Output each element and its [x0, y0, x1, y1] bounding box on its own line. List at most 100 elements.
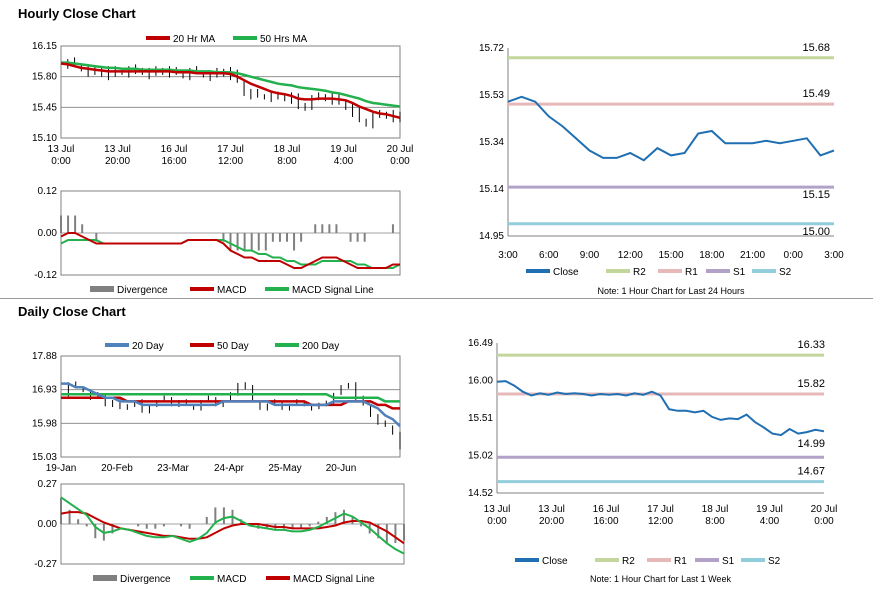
legend-hourly-macd-label: MACD [217, 285, 246, 296]
daily-price-ytick: 16.93 [32, 385, 57, 396]
hourly-price-xtick-time: 20:00 [105, 156, 130, 167]
daily-price-xtick: 25-May [268, 463, 301, 474]
hourly-price-xtick-date: 19 Jul [330, 144, 357, 155]
daily-pivot-level-label: 14.67 [797, 466, 825, 478]
hourly-price-xtick-date: 16 Jul [161, 144, 188, 155]
daily-macd-signal-line [60, 511, 405, 545]
hourly-pivot-legend-r2-label: R2 [633, 267, 646, 278]
daily-pivot-ytick: 14.52 [468, 488, 493, 499]
hourly-macd-ytick: -0.12 [34, 270, 57, 281]
hourly-pivot-xtick: 15:00 [658, 250, 683, 261]
daily-pivot-note: Note: 1 Hour Chart for Last 1 Week [590, 574, 731, 584]
daily-pivot-xtick-time: 20:00 [539, 516, 564, 527]
legend-hourly-macd-signal-label: MACD Signal Line [292, 285, 374, 296]
hourly-price-xtick-time: 0:00 [390, 156, 410, 167]
legend-daily-macd-label: MACD [217, 574, 246, 585]
hourly-pivot-level-label: 15.49 [802, 88, 830, 100]
hourly-pivot-xtick: 18:00 [699, 250, 724, 261]
hourly-price-xtick-time: 12:00 [218, 156, 243, 167]
daily-pivot-xtick-time: 0:00 [814, 516, 834, 527]
hourly-pivot-xtick: 6:00 [539, 250, 559, 261]
daily-macd-ytick: 0.00 [38, 519, 58, 530]
hourly-50hr-ma-line [61, 61, 401, 108]
legend-200-day-label: 200 Day [302, 341, 339, 352]
hourly-pivot-ytick: 15.53 [479, 90, 504, 101]
daily-pivot-xtick-time: 8:00 [705, 516, 725, 527]
hourly-pivot-level-label: 15.68 [802, 42, 830, 54]
daily-macd-line [60, 496, 405, 555]
daily-price-xtick: 19-Jan [46, 463, 77, 474]
hourly-pivot-legend-close-label: Close [553, 267, 579, 278]
hourly-20hr-ma-line [60, 62, 401, 120]
daily-price-ytick: 15.98 [32, 418, 57, 429]
section-divider [0, 298, 873, 299]
daily-price-xtick: 20-Jun [326, 463, 357, 474]
hourly-pivot-level-label: 15.00 [802, 226, 830, 238]
daily-pivot-close-line [496, 380, 825, 437]
hourly-price-plot-frame [60, 45, 401, 139]
hourly-pivot-xtick: 9:00 [580, 250, 600, 261]
hourly-price-ytick: 16.15 [32, 41, 57, 52]
daily-pivot-xtick-date: 13 Jul [538, 504, 565, 515]
hourly-pivot-xtick: 0:00 [784, 250, 804, 261]
daily-price-xtick: 23-Mar [157, 463, 189, 474]
daily-pivot-legend-s1-label: S1 [722, 556, 735, 567]
daily-price-ytick: 15.03 [32, 452, 57, 463]
hourly-price-xtick-time: 8:00 [277, 156, 297, 167]
daily-pivot-level-label: 14.99 [797, 438, 825, 450]
hourly-price-xtick-date: 18 Jul [274, 144, 301, 155]
hourly-pivot-legend-r1-label: R1 [685, 267, 698, 278]
daily-macd-ytick: -0.27 [34, 559, 57, 570]
hourly-price-xtick-time: 0:00 [51, 156, 71, 167]
daily-section-title: Daily Close Chart [18, 304, 126, 319]
hourly-price-xtick-date: 17 Jul [217, 144, 244, 155]
daily-pivot-ytick: 16.00 [468, 376, 493, 387]
legend-50-day-label: 50 Day [217, 341, 249, 352]
daily-pivot-xtick-time: 12:00 [648, 516, 673, 527]
hourly-price-ytick: 15.10 [32, 133, 57, 144]
hourly-price-ytick: 15.80 [32, 72, 57, 83]
hourly-pivot-level-label: 15.15 [802, 189, 830, 201]
daily-pivot-ytick: 15.51 [468, 413, 493, 424]
hourly-pivot-ytick: 14.95 [479, 231, 504, 242]
daily-price-xtick: 24-Apr [214, 463, 245, 474]
hourly-section-title: Hourly Close Chart [18, 6, 136, 21]
daily-pivot-xtick-time: 4:00 [760, 516, 780, 527]
daily-pivot-legend-close-label: Close [542, 556, 568, 567]
daily-price-plot-frame [60, 355, 401, 458]
daily-pivot-xtick-date: 20 Jul [811, 504, 838, 515]
daily-pivot-legend-s2-label: S2 [768, 556, 781, 567]
hourly-price-xtick-time: 16:00 [161, 156, 186, 167]
legend-20-day-label: 20 Day [132, 341, 164, 352]
legend-daily-macd-signal-label: MACD Signal Line [293, 574, 375, 585]
daily-20-day-line [61, 382, 401, 428]
legend-hourly-divergence-label: Divergence [117, 285, 168, 296]
daily-pivot-ytick: 15.02 [468, 451, 493, 462]
daily-pivot-ytick: 16.49 [468, 338, 493, 349]
hourly-pivot-xtick: 12:00 [618, 250, 643, 261]
hourly-pivot-xtick: 3:00 [498, 250, 518, 261]
hourly-price-xtick-date: 13 Jul [104, 144, 131, 155]
daily-pivot-xtick-date: 18 Jul [702, 504, 729, 515]
daily-pivot-xtick-date: 16 Jul [593, 504, 620, 515]
legend-daily-divergence-label: Divergence [120, 574, 171, 585]
hourly-price-xtick-time: 4:00 [334, 156, 354, 167]
daily-pivot-level-label: 15.82 [797, 378, 825, 390]
hourly-pivot-note: Note: 1 Hour Chart for Last 24 Hours [597, 286, 745, 296]
daily-pivot-xtick-date: 17 Jul [647, 504, 674, 515]
daily-pivot-xtick-date: 19 Jul [756, 504, 783, 515]
hourly-pivot-ytick: 15.34 [479, 137, 504, 148]
daily-pivot-legend-r2-label: R2 [622, 556, 635, 567]
daily-macd-ytick: 0.27 [38, 479, 58, 490]
legend-50hr-ma-label: 50 Hrs MA [260, 34, 308, 45]
hourly-pivot-legend-s1-label: S1 [733, 267, 746, 278]
daily-price-xtick: 20-Feb [101, 463, 133, 474]
hourly-pivot-legend-s2-label: S2 [779, 267, 792, 278]
hourly-pivot-ytick: 15.14 [479, 184, 504, 195]
hourly-pivot-xtick: 21:00 [740, 250, 765, 261]
legend-20hr-ma-label: 20 Hr MA [173, 34, 216, 45]
daily-200-day-line [61, 393, 400, 403]
hourly-pivot-close-line [507, 95, 835, 162]
hourly-macd-line [60, 232, 400, 269]
